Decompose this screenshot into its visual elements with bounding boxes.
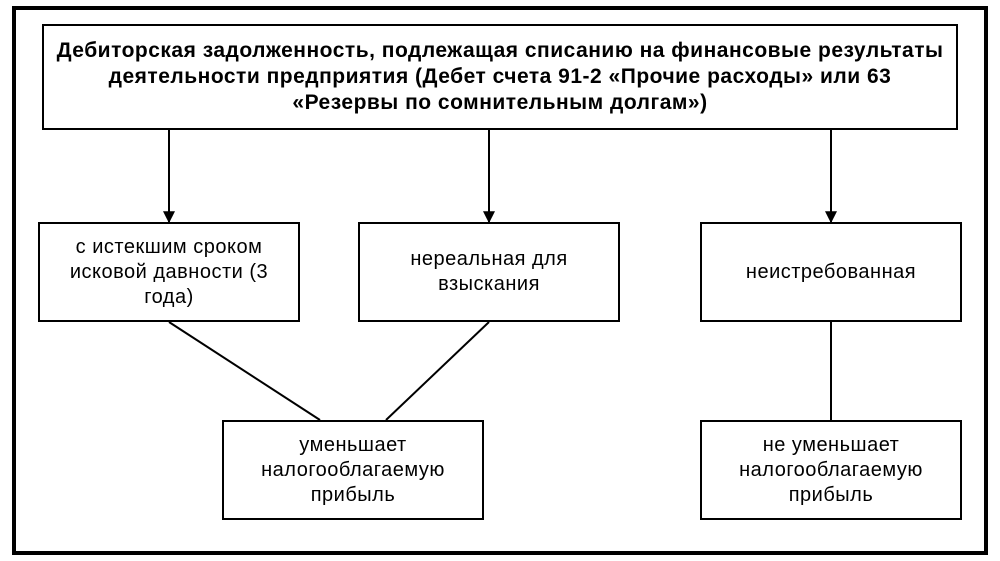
node-unrecoverable: нереальная для взыскания [358,222,620,322]
diagram-canvas: Дебиторская задолженность, подлежащая сп… [0,0,1000,561]
node-not-reduces-taxable-profit: не уменьшает налогооблагаемую прибыль [700,420,962,520]
node-reduces-taxable-profit: уменьшает налогооблагаемую прибыль [222,420,484,520]
node-root: Дебиторская задолженность, подлежащая сп… [42,24,958,130]
node-unclaimed: неистребованная [700,222,962,322]
node-expired-limitation: с истекшим сроком исковой давности (3 го… [38,222,300,322]
